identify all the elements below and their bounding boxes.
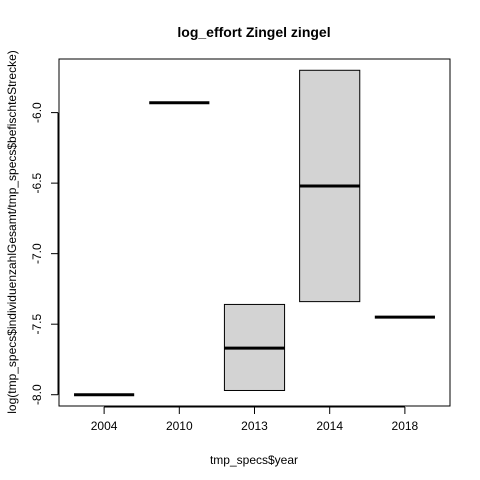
plot-frame bbox=[58, 58, 451, 407]
y-tick-label-4: -6.0 bbox=[30, 102, 44, 123]
x-tick-label-2013: 2013 bbox=[241, 419, 268, 433]
x-tick-label-2004: 2004 bbox=[91, 419, 118, 433]
x-axis: 2004 2010 2013 2014 2018 bbox=[91, 406, 419, 433]
y-axis: -8.0 -7.5 -7.0 -6.5 -6.0 bbox=[30, 102, 59, 405]
y-tick-label-2: -7.0 bbox=[30, 243, 44, 264]
box-group bbox=[74, 69, 435, 397]
x-tick-label-2014: 2014 bbox=[316, 419, 343, 433]
y-tick-label-1: -7.5 bbox=[30, 314, 44, 335]
x-tick-label-2018: 2018 bbox=[392, 419, 419, 433]
chart-title: log_effort Zingel zingel bbox=[177, 24, 330, 40]
y-tick-label-0: -8.0 bbox=[30, 384, 44, 405]
y-axis-label: log(tmp_specs$individuenzahlGesamt/tmp_s… bbox=[5, 50, 19, 414]
x-tick-label-2010: 2010 bbox=[166, 419, 193, 433]
x-axis-label: tmp_specs$year bbox=[210, 453, 298, 467]
y-tick-label-3: -6.5 bbox=[30, 172, 44, 193]
